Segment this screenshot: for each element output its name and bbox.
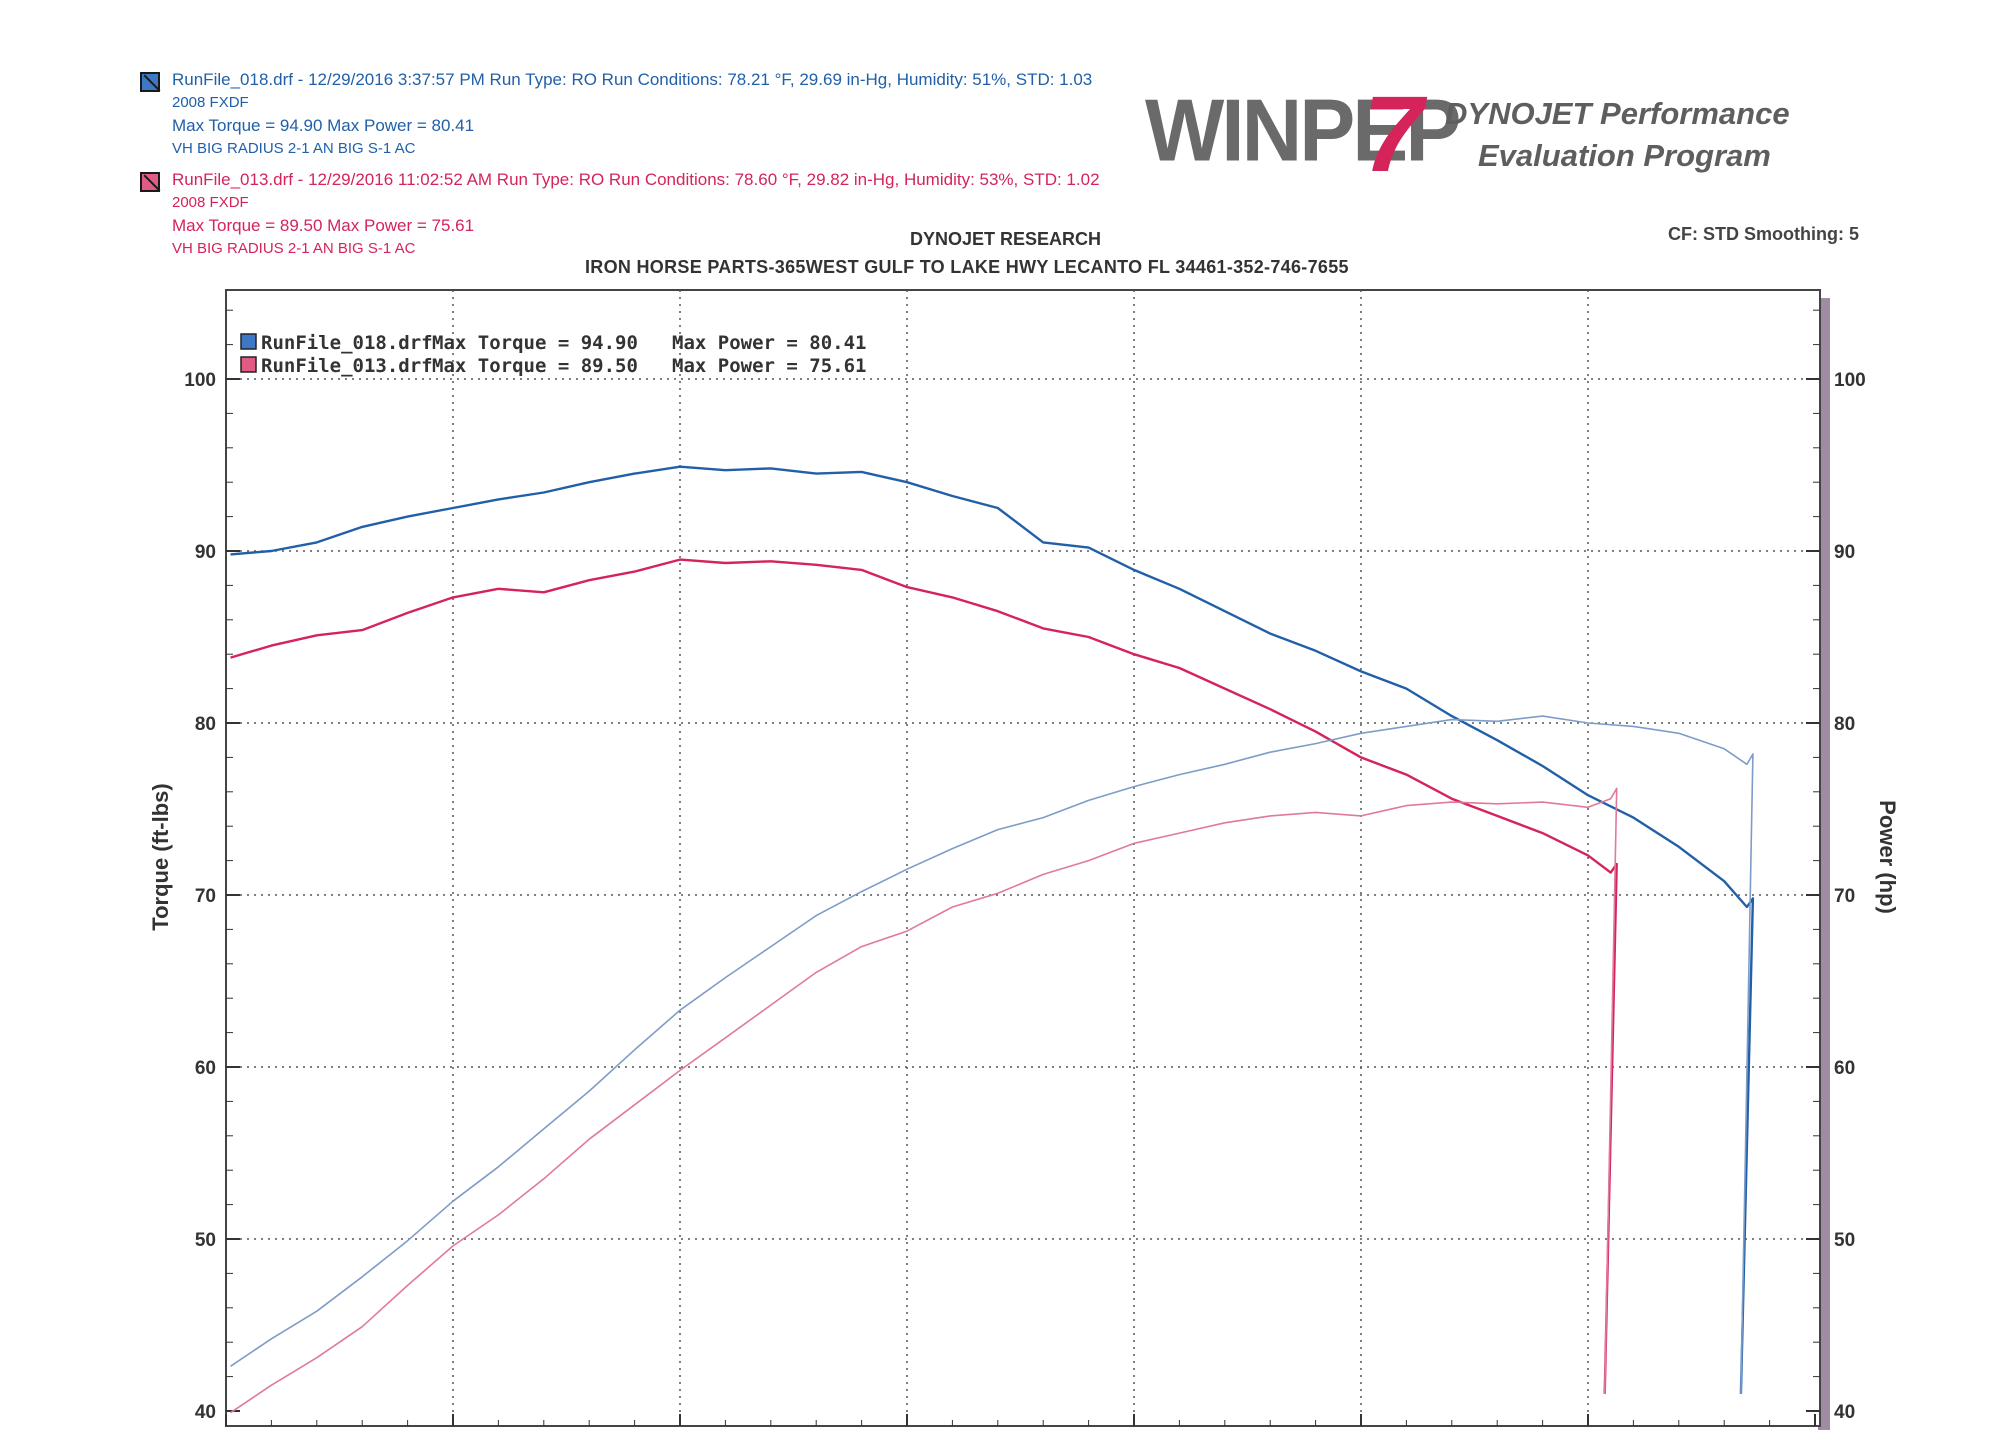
- run-013-swatch-icon: [140, 172, 161, 192]
- legend-018-file: RunFile_018.drf: [261, 332, 433, 354]
- chart-legend: RunFile_018.drf Max Torque = 94.90 Max P…: [240, 332, 866, 377]
- y2-tick-label: 80: [1834, 714, 1855, 735]
- y-tick-label: 100: [184, 370, 216, 391]
- y2-tick-label: 100: [1834, 370, 1866, 391]
- legend-013-swatch-icon: [240, 356, 257, 373]
- y2-tick-label: 40: [1834, 1402, 1855, 1423]
- y-tick-label: 80: [195, 714, 216, 735]
- shop-address: IRON HORSE PARTS-365WEST GULF TO LAKE HW…: [585, 257, 1349, 277]
- legend-018-power: Max Power = 80.41: [672, 332, 866, 354]
- y2-tick-label: 50: [1834, 1230, 1855, 1251]
- run-018-notes: VH BIG RADIUS 2-1 AN BIG S-1 AC: [172, 140, 416, 157]
- y2-tick-label: 60: [1834, 1058, 1855, 1079]
- y2-axis-title: Power (hp): [1875, 800, 1900, 914]
- legend-018-torque: Max Torque = 94.90: [432, 332, 638, 354]
- y-tick-label: 90: [195, 542, 216, 563]
- y-tick-label: 70: [195, 886, 216, 907]
- run-018-swatch-icon: [140, 72, 161, 92]
- run-013-vehicle: 2008 FXDF: [172, 194, 249, 211]
- series-lines: [230, 465, 1755, 1414]
- run-013-max-values: Max Torque = 89.50 Max Power = 75.61: [172, 216, 475, 235]
- winpep-logo: WINPEP: [1145, 80, 1461, 180]
- run-018-vehicle: 2008 FXDF: [172, 94, 249, 111]
- legend-013-power: Max Power = 75.61: [672, 355, 866, 377]
- run-018-header: RunFile_018.drf - 12/29/2016 3:37:57 PM …: [172, 70, 1093, 89]
- axis-ticks: [225, 309, 1820, 1426]
- run-013-header: RunFile_013.drf - 12/29/2016 11:02:52 AM…: [172, 170, 1100, 189]
- series-runfile-018-drf-torque: [230, 465, 1755, 1394]
- y2-tick-label: 90: [1834, 542, 1855, 563]
- y-axis-title: Torque (ft-lbs): [148, 783, 173, 930]
- dynojet-subtitle: Evaluation Program: [1478, 138, 1771, 173]
- correction-smoothing: CF: STD Smoothing: 5: [1668, 224, 1859, 244]
- plot-area: [225, 289, 1821, 1427]
- y-tick-label: 60: [195, 1058, 216, 1079]
- run-018-max-values: Max Torque = 94.90 Max Power = 80.41: [172, 116, 475, 135]
- legend-013-torque: Max Torque = 89.50: [432, 355, 638, 377]
- legend-013-file: RunFile_013.drf: [261, 355, 433, 377]
- dynojet-title: DYNOJET Performance: [1445, 96, 1790, 131]
- series-runfile-013-drf-torque: [230, 558, 1618, 1394]
- winpep-seven-logo: 7: [1363, 73, 1424, 194]
- y2-tick-label: 70: [1834, 886, 1855, 907]
- legend-018-swatch-icon: [240, 333, 257, 350]
- grid-lines: [226, 290, 1820, 1426]
- series-runfile-018-drf-power: [230, 715, 1754, 1394]
- run-013-notes: VH BIG RADIUS 2-1 AN BIG S-1 AC: [172, 240, 416, 257]
- series-runfile-013-drf-power: [230, 787, 1618, 1414]
- research-label: DYNOJET RESEARCH: [910, 229, 1102, 249]
- tick-labels: 40 40 50 50 60 60 70 70 80 80 90 90 100 100: [184, 370, 1865, 1423]
- y-tick-label: 50: [195, 1230, 216, 1251]
- y-tick-label: 40: [195, 1402, 216, 1423]
